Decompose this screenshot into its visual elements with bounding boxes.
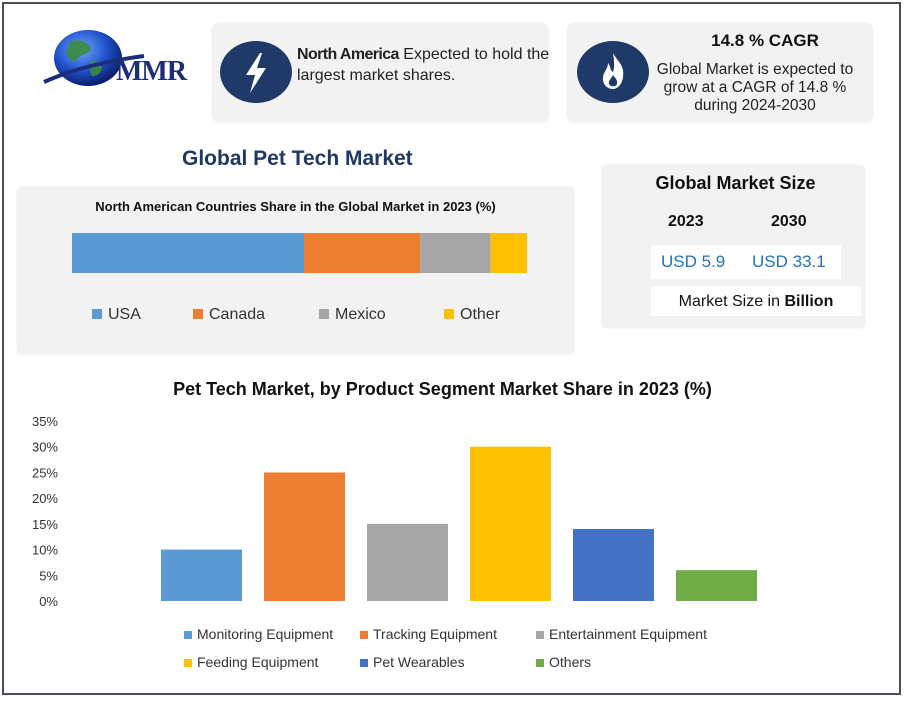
- bar-monitoring-equipment: [161, 549, 242, 601]
- year-2023: 2023: [668, 213, 704, 230]
- legend-item-feeding-equipment: Feeding Equipment: [184, 654, 318, 670]
- market-size-title: Global Market Size: [655, 173, 816, 193]
- year-2030: 2030: [771, 213, 807, 230]
- bar-others: [676, 570, 757, 601]
- legend-item-canada: Canada: [193, 306, 265, 324]
- legend-swatch: [444, 309, 454, 319]
- legend-label: Pet Wearables: [373, 654, 465, 670]
- segment-bar-chart: 0% 5% 10% 15% 20% 25% 30% 35%: [32, 414, 757, 609]
- north-america-text: North America Expected to hold the large…: [297, 44, 552, 86]
- legend-swatch: [319, 309, 329, 319]
- legend-item-others: Others: [536, 654, 591, 670]
- cagr-description: Global Market is expected to grow at a C…: [656, 61, 854, 114]
- legend-item-mexico: Mexico: [319, 306, 386, 324]
- market-size-note: Market Size in Billion: [651, 293, 861, 311]
- y-tick-label: 0%: [39, 594, 58, 609]
- y-tick-label: 35%: [32, 414, 58, 429]
- legend-swatch: [360, 631, 368, 639]
- infographic-frame: [2, 2, 901, 695]
- legend-item-entertainment-equipment: Entertainment Equipment: [536, 626, 707, 642]
- segment-chart-title: Pet Tech Market, by Product Segment Mark…: [173, 379, 712, 399]
- stack-segment-mexico: [420, 233, 491, 273]
- legend-item-tracking-equipment: Tracking Equipment: [360, 626, 497, 642]
- mmr-logo: [40, 30, 205, 100]
- logo-text: MMR: [116, 56, 187, 87]
- y-tick-label: 30%: [32, 440, 58, 455]
- value-2023: USD 5.9: [661, 252, 726, 271]
- legend-label: Tracking Equipment: [373, 626, 497, 642]
- bar-feeding-equipment: [470, 446, 551, 601]
- cagr-title: 14.8 % CAGR: [711, 31, 819, 50]
- legend-item-pet-wearables: Pet Wearables: [360, 654, 465, 670]
- legend-label: Mexico: [335, 306, 386, 323]
- bar-entertainment-equipment: [367, 523, 448, 601]
- legend-item-usa: USA: [92, 306, 141, 324]
- north-america-description: Expected to hold the largest market shar…: [297, 46, 550, 84]
- legend-label: Feeding Equipment: [197, 654, 319, 670]
- lightning-bolt-icon: [220, 41, 292, 103]
- note-unit: Billion: [784, 293, 834, 310]
- legend-swatch: [184, 631, 192, 639]
- legend-label: Canada: [209, 306, 266, 323]
- legend-swatch: [360, 659, 368, 667]
- legend-item-other: Other: [444, 306, 500, 324]
- bar-tracking-equipment: [264, 472, 345, 601]
- value-box: [651, 245, 841, 279]
- value-2030: USD 33.1: [752, 252, 826, 271]
- legend-swatch: [536, 659, 544, 667]
- stack-segment-usa: [72, 233, 305, 273]
- flame-icon: [577, 41, 649, 103]
- legend-label: Others: [549, 654, 592, 670]
- y-tick-label: 25%: [32, 465, 58, 480]
- legend-label: Monitoring Equipment: [197, 626, 334, 642]
- y-tick-label: 10%: [32, 543, 58, 558]
- stack-segment-canada: [304, 233, 421, 273]
- y-tick-label: 20%: [32, 491, 58, 506]
- note-prefix: Market Size in: [678, 293, 785, 310]
- y-tick-label: 5%: [39, 568, 58, 583]
- legend-label: Entertainment Equipment: [549, 626, 707, 642]
- y-tick-label: 15%: [32, 517, 58, 532]
- stacked-bar-chart: [72, 233, 527, 273]
- north-america-label: North America: [297, 46, 399, 63]
- legend-swatch: [193, 309, 203, 319]
- legend-swatch: [92, 309, 102, 319]
- na-chart-title: North American Countries Share in the Gl…: [95, 199, 496, 214]
- legend-label: USA: [108, 306, 141, 323]
- legend-swatch: [184, 659, 192, 667]
- legend-swatch: [536, 631, 544, 639]
- stack-segment-other: [490, 233, 527, 273]
- legend-label: Other: [460, 306, 501, 323]
- legend-item-monitoring-equipment: Monitoring Equipment: [184, 626, 333, 642]
- bar-pet-wearables: [573, 529, 654, 601]
- note-box: [651, 286, 861, 316]
- globe-icon: [43, 30, 145, 86]
- main-title: Global Pet Tech Market: [182, 147, 413, 170]
